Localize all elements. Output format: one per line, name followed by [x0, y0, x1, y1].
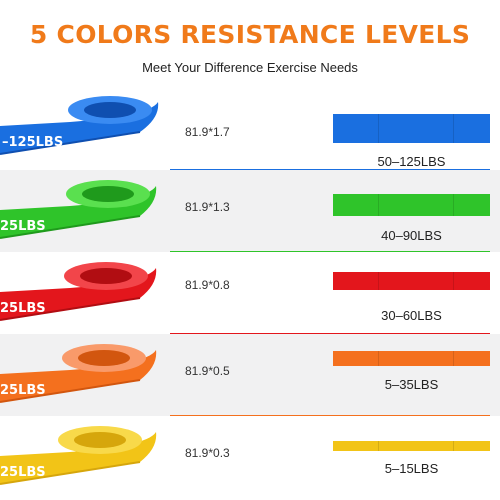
band-resistance-level: 30–60LBS	[381, 308, 442, 323]
band-resistance-level: 5–35LBS	[384, 377, 439, 392]
row-divider	[170, 169, 490, 170]
band-color-swatch	[333, 351, 490, 366]
page-subtitle: Meet Your Difference Exercise Needs	[142, 60, 358, 75]
band-color-swatch	[333, 194, 490, 216]
band-resistance-level: 5–15LBS	[384, 461, 439, 476]
band-dimensions: 81.9*0.5	[185, 364, 230, 378]
band-color-swatch	[333, 441, 490, 451]
band-resistance-level: 50–125LBS	[377, 154, 446, 169]
band-color-swatch	[333, 272, 490, 290]
band-coil-image: 25LBS	[0, 262, 157, 321]
band-dimensions: 81.9*0.3	[185, 446, 230, 460]
row-divider	[170, 251, 490, 252]
band-dimensions: 81.9*0.8	[185, 278, 230, 292]
band-coil-label: 25LBS	[0, 465, 46, 480]
row-divider	[170, 333, 490, 334]
band-coil-label: 25LBS	[0, 301, 46, 316]
band-color-swatch	[333, 114, 490, 143]
band-dimensions: 81.9*1.7	[185, 125, 230, 139]
band-row-red: 25LBS 81.9*0.8 30–60LBS	[0, 252, 500, 334]
band-resistance-level: 40–90LBS	[381, 228, 442, 243]
band-row-orange: 25LBS 81.9*0.5 5–35LBS	[0, 334, 500, 416]
band-coil-label: 25LBS	[0, 383, 46, 398]
band-coil-image: 25LBS	[0, 344, 157, 403]
band-row-green: 25LBS 81.9*1.3 40–90LBS	[0, 170, 500, 252]
band-dimensions: 81.9*1.3	[185, 200, 230, 214]
band-coil-image: 25LBS	[0, 180, 157, 239]
page-title: 5 COLORS RESISTANCE LEVELS	[29, 20, 471, 49]
band-row-blue: –125LBS 81.9*1.7 50–125LBS	[0, 88, 500, 170]
band-coil-image: –125LBS	[0, 96, 159, 155]
band-coil-label: 25LBS	[0, 219, 46, 234]
band-row-yellow: 25LBS 81.9*0.3 5–15LBS	[0, 416, 500, 498]
band-coil-image: 25LBS	[0, 426, 157, 485]
band-list: –125LBS 81.9*1.7 50–125LBS 25LBS 81.9*1.…	[0, 88, 500, 500]
row-divider	[170, 415, 490, 416]
band-coil-label: –125LBS	[2, 135, 63, 150]
